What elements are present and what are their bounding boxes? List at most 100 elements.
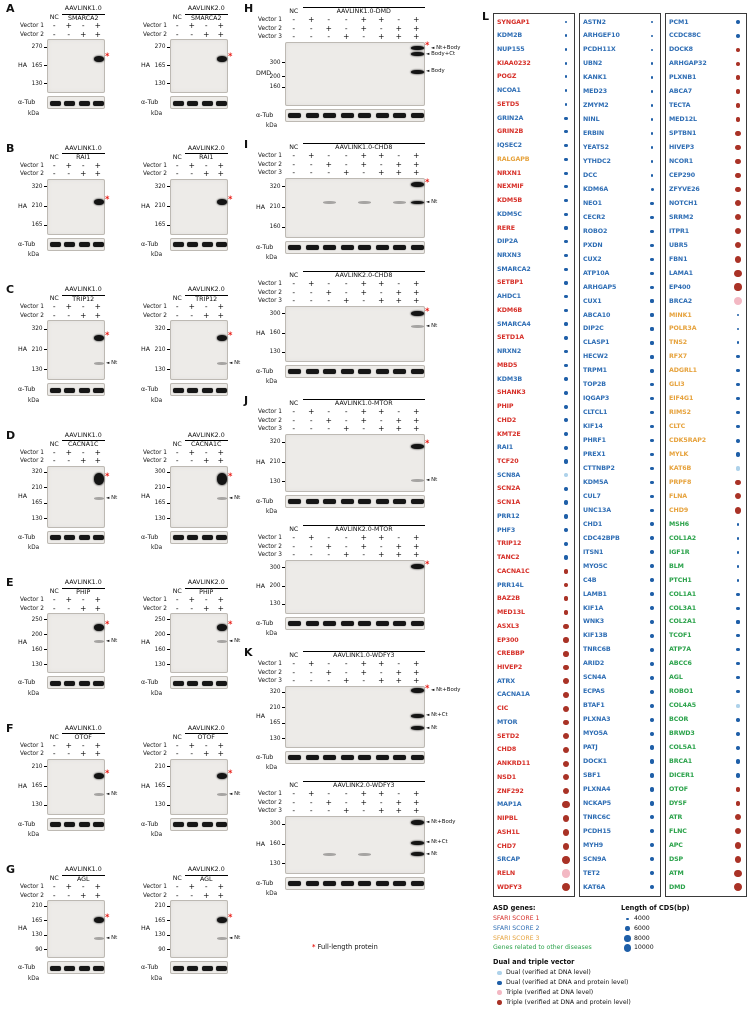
protein-band (216, 198, 227, 205)
blot-gutter: HA 320 210 165 (17, 179, 47, 235)
gene-symbol: TNS2 (669, 339, 688, 347)
gene-cds-dot (650, 606, 654, 610)
blot-main-row: HA 320 210 160 * ◄ Nt (255, 177, 473, 238)
tubulin-row: α-Tub (140, 817, 252, 831)
gene-list-item: ABCA10 (583, 310, 657, 320)
gene-symbol: BRCA2 (669, 297, 693, 305)
protein-band (93, 56, 104, 63)
loading-control-band (305, 621, 319, 626)
lane-symbol: + (395, 676, 402, 686)
gene-symbol: KAT6A (583, 883, 606, 891)
gene-symbol: PLXNA4 (583, 785, 611, 793)
lane-symbol: - (52, 882, 56, 892)
gene-cds-dot (736, 410, 740, 415)
gene-dot-wrap (561, 212, 571, 216)
gene-list-item: APC (669, 840, 743, 850)
gene-cds-dot (736, 662, 740, 666)
gene-list-item: MYO5C (583, 561, 657, 571)
gene-symbol: ITPR1 (669, 227, 689, 235)
blot-main-row: HA 210 165 130 90 * ◄ Nt (140, 900, 252, 958)
loading-control-band (78, 535, 90, 540)
gene-dot-wrap (561, 157, 571, 161)
gene-cds-dot (735, 19, 741, 25)
marker-value: 200 (269, 583, 281, 589)
loading-control-band (305, 245, 319, 250)
loading-control-band (410, 499, 424, 504)
tubulin-gutter: α-Tub (17, 383, 47, 396)
lane-symbol: - (379, 667, 383, 677)
blot-group: AAVLINK2.0-CHD8 NC Vector 1- + - - + + - + Vector … (255, 269, 473, 385)
loading-control-band (305, 881, 319, 886)
marker-value: 165 (154, 222, 166, 229)
left-arrow-icon: ◄ (229, 791, 233, 797)
protein-band (93, 472, 104, 485)
gene-dot-wrap (561, 336, 571, 340)
lane-symbol: - (309, 797, 313, 807)
loading-control-band (93, 822, 105, 827)
cds-legend-label: 4000 (634, 915, 650, 922)
gene-cds-dot (734, 228, 742, 235)
gene-list-item: TECTA (669, 101, 743, 111)
band-annotation-text: Nt (234, 495, 241, 502)
lane-symbol: + (413, 541, 420, 551)
lane-symbol: + (94, 595, 101, 605)
vector-row: Vector 1- + - + (17, 161, 129, 171)
gene-cds-dot (734, 841, 742, 849)
gene-list-item: ARHGAP5 (583, 282, 657, 292)
cds-length-legend: Length of CDS(bp) 4000 6000 8000 10000 (621, 904, 689, 953)
gene-list-item: HIVEP3 (669, 143, 743, 153)
gene-cds-dot (735, 801, 741, 806)
blot-image (47, 613, 105, 673)
antibody-label: DMD (256, 69, 272, 77)
cds-legend-label: 8000 (634, 934, 650, 942)
gene-symbol: KDM3B (497, 375, 523, 383)
protein-band (216, 792, 227, 796)
vector-row: Vector 1- + - + (140, 447, 252, 458)
gene-symbol: DOCK8 (669, 46, 693, 54)
marker-tick (43, 65, 47, 66)
marker-tick (281, 707, 285, 709)
loading-control-band (93, 387, 105, 393)
gene-dot-wrap (561, 281, 571, 285)
gene-symbol: PHIP (497, 403, 514, 411)
blot-main-row: HA 270 165 130 * (17, 39, 129, 93)
gene-list-item: FBN1 (669, 254, 743, 264)
gene-symbol: MYLK (669, 451, 689, 459)
gene-list-item: SCN1A (497, 498, 571, 508)
loading-control-band (187, 387, 199, 393)
gene-cds-dot (650, 508, 654, 513)
marker-value: 165 (31, 783, 43, 789)
lane-symbol: - (204, 882, 208, 892)
lane-symbol: - (204, 447, 208, 457)
gene-dot-wrap (561, 34, 571, 38)
gene-cds-dot (564, 349, 568, 354)
alpha-tub-label: α-Tub (18, 386, 36, 393)
marker-tick (281, 585, 285, 587)
marker-value: 165 (154, 62, 166, 69)
loading-control-band (410, 881, 424, 886)
gene-cds-dot (564, 308, 568, 313)
gene-dot-wrap (647, 536, 657, 541)
protein-band (410, 479, 424, 483)
lane-symbol: + (413, 550, 420, 560)
gene-dot-wrap (647, 633, 657, 638)
gene-symbol: ECPAS (583, 688, 605, 696)
gene-symbol: SMARCA4 (497, 320, 531, 328)
vector-type-dot (497, 980, 502, 986)
alpha-tub-blot (285, 616, 425, 630)
alpha-tub-label: α-Tub (18, 679, 36, 686)
band-annotation: ◄ Nt (106, 495, 117, 502)
gene-dot-wrap (647, 424, 657, 429)
gene-list-item: SCN4A (583, 673, 657, 683)
lane-symbol: - (362, 676, 366, 686)
gene-dot-wrap (647, 62, 657, 66)
gene-symbol: MYO5A (583, 730, 608, 738)
vector-row: Vector 1- + - + (17, 741, 129, 751)
vector-row: Vector 1- + - + (140, 596, 252, 605)
gene-dot-wrap (561, 198, 571, 203)
marker-tick (43, 487, 47, 489)
gene-cds-dot (736, 341, 740, 345)
vector-row: Vector 1- + - + (17, 22, 129, 31)
gene-name: CACNA1C (184, 440, 228, 449)
vector-row-label: Vector 1 (257, 153, 282, 160)
